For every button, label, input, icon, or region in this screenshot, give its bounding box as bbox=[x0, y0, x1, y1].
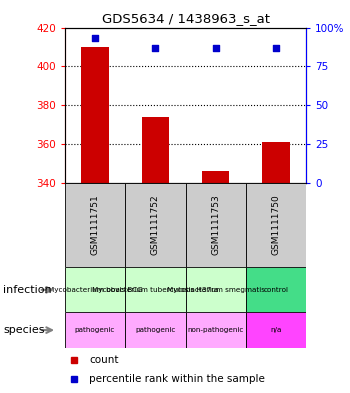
Text: species: species bbox=[4, 325, 45, 335]
Text: percentile rank within the sample: percentile rank within the sample bbox=[89, 374, 265, 384]
Text: GSM1111752: GSM1111752 bbox=[151, 195, 160, 255]
Text: control: control bbox=[264, 287, 288, 293]
Bar bbox=[125, 312, 186, 348]
Bar bbox=[65, 267, 125, 312]
Bar bbox=[125, 183, 186, 267]
Text: GSM1111751: GSM1111751 bbox=[90, 195, 99, 255]
Text: GSM1111753: GSM1111753 bbox=[211, 195, 220, 255]
Point bbox=[213, 44, 218, 51]
Text: infection: infection bbox=[4, 285, 52, 295]
Text: Mycobacterium bovis BCG: Mycobacterium bovis BCG bbox=[48, 287, 142, 293]
Bar bbox=[202, 171, 229, 183]
Bar bbox=[186, 312, 246, 348]
Text: Mycobacterium tuberculosis H37ra: Mycobacterium tuberculosis H37ra bbox=[92, 287, 218, 293]
Bar bbox=[65, 183, 125, 267]
Text: non-pathogenic: non-pathogenic bbox=[188, 327, 244, 333]
Bar bbox=[81, 47, 108, 183]
Bar bbox=[262, 142, 290, 183]
Bar bbox=[142, 117, 169, 183]
Point bbox=[273, 44, 279, 51]
Title: GDS5634 / 1438963_s_at: GDS5634 / 1438963_s_at bbox=[102, 12, 270, 25]
Bar bbox=[125, 267, 186, 312]
Text: count: count bbox=[89, 355, 118, 365]
Text: Mycobacterium smegmatis: Mycobacterium smegmatis bbox=[167, 287, 265, 293]
Bar bbox=[186, 183, 246, 267]
Bar bbox=[65, 312, 125, 348]
Bar bbox=[186, 267, 246, 312]
Text: n/a: n/a bbox=[270, 327, 282, 333]
Bar bbox=[246, 267, 306, 312]
Point bbox=[153, 44, 158, 51]
Text: pathogenic: pathogenic bbox=[135, 327, 175, 333]
Bar bbox=[246, 183, 306, 267]
Text: GSM1111750: GSM1111750 bbox=[272, 195, 281, 255]
Text: pathogenic: pathogenic bbox=[75, 327, 115, 333]
Point bbox=[92, 35, 98, 42]
Bar bbox=[246, 312, 306, 348]
